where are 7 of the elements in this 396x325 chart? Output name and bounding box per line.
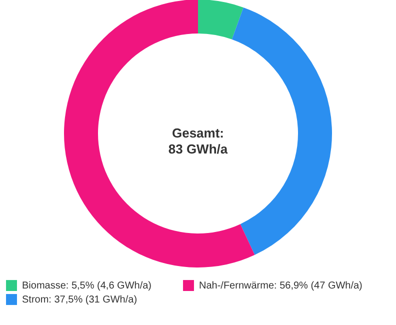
legend-label: Biomasse: 5,5% (4,6 GWh/a) xyxy=(22,280,152,292)
donut-slice xyxy=(232,7,332,255)
text: Gesamt: 83 GWh/a xyxy=(168,126,228,156)
legend-label: Nah-/Fernwärme: 56,9% (47 GWh/a) xyxy=(199,280,362,292)
donut-slice xyxy=(198,0,244,40)
donut-slice xyxy=(64,0,255,268)
legend-label: Strom: 37,5% (31 GWh/a) xyxy=(22,294,138,306)
